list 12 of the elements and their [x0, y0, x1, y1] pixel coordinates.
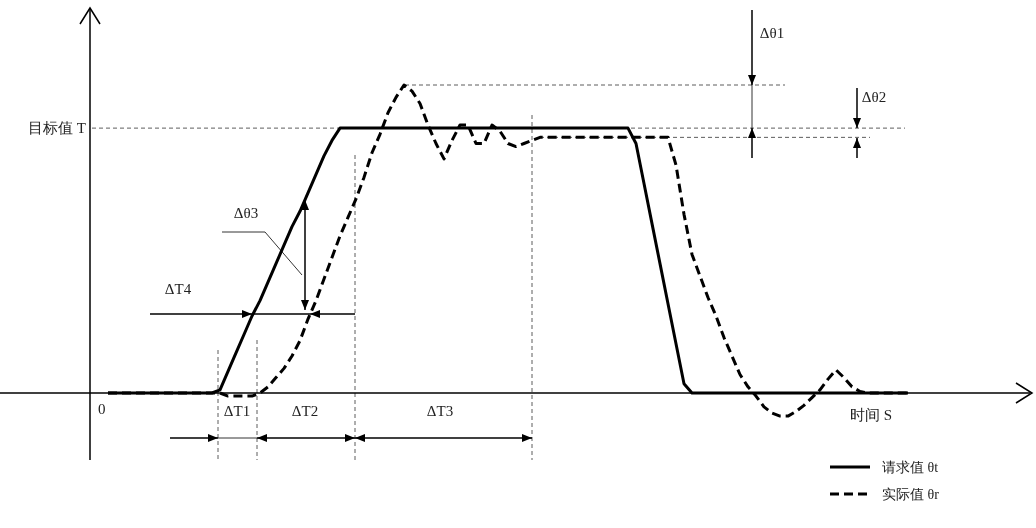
annotation: Δθ3 [233, 205, 259, 221]
ref-line-label: 目标值 T [28, 120, 86, 137]
legend-label: 实际值 θr [882, 487, 940, 502]
legend-label: 请求值 θt [882, 460, 939, 475]
annotation: ΔT3 [426, 403, 454, 419]
annotation: ΔT1 [223, 403, 251, 419]
text: Δθ1 [759, 25, 785, 41]
annotation: ΔT4 [164, 281, 192, 297]
annotation: ΔT2 [291, 403, 319, 419]
x-axis-title: 时间 S [850, 407, 893, 423]
annotation: Δθ2 [861, 89, 887, 105]
annotation: 0 [98, 401, 106, 417]
